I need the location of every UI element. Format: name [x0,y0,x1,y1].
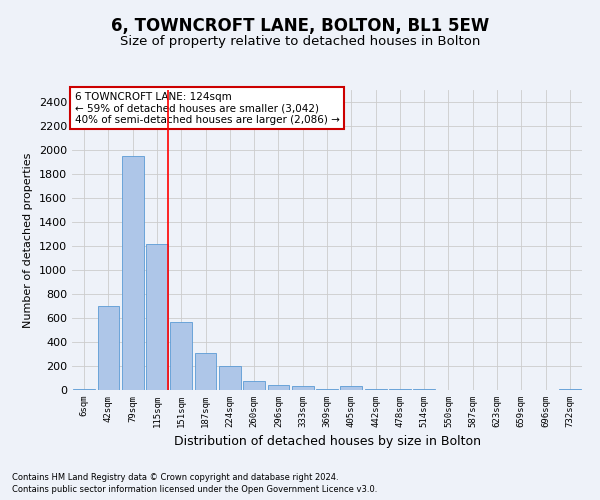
Bar [194,353,217,390]
Y-axis label: Number of detached properties: Number of detached properties [23,152,34,328]
Bar [219,366,241,390]
Bar [413,389,435,390]
Bar [243,381,265,390]
Bar [559,389,581,390]
Text: 6 TOWNCROFT LANE: 124sqm
← 59% of detached houses are smaller (3,042)
40% of sem: 6 TOWNCROFT LANE: 124sqm ← 59% of detach… [74,92,340,124]
Bar [268,385,289,390]
Text: Size of property relative to detached houses in Bolton: Size of property relative to detached ho… [120,35,480,48]
Text: Contains public sector information licensed under the Open Government Licence v3: Contains public sector information licen… [12,485,377,494]
Bar [97,306,119,390]
Bar [122,156,143,390]
Bar [146,244,168,390]
Bar [73,389,95,390]
Text: Contains HM Land Registry data © Crown copyright and database right 2024.: Contains HM Land Registry data © Crown c… [12,474,338,482]
Text: 6, TOWNCROFT LANE, BOLTON, BL1 5EW: 6, TOWNCROFT LANE, BOLTON, BL1 5EW [111,18,489,36]
Bar [340,386,362,390]
Bar [170,322,192,390]
Bar [292,386,314,390]
X-axis label: Distribution of detached houses by size in Bolton: Distribution of detached houses by size … [173,436,481,448]
